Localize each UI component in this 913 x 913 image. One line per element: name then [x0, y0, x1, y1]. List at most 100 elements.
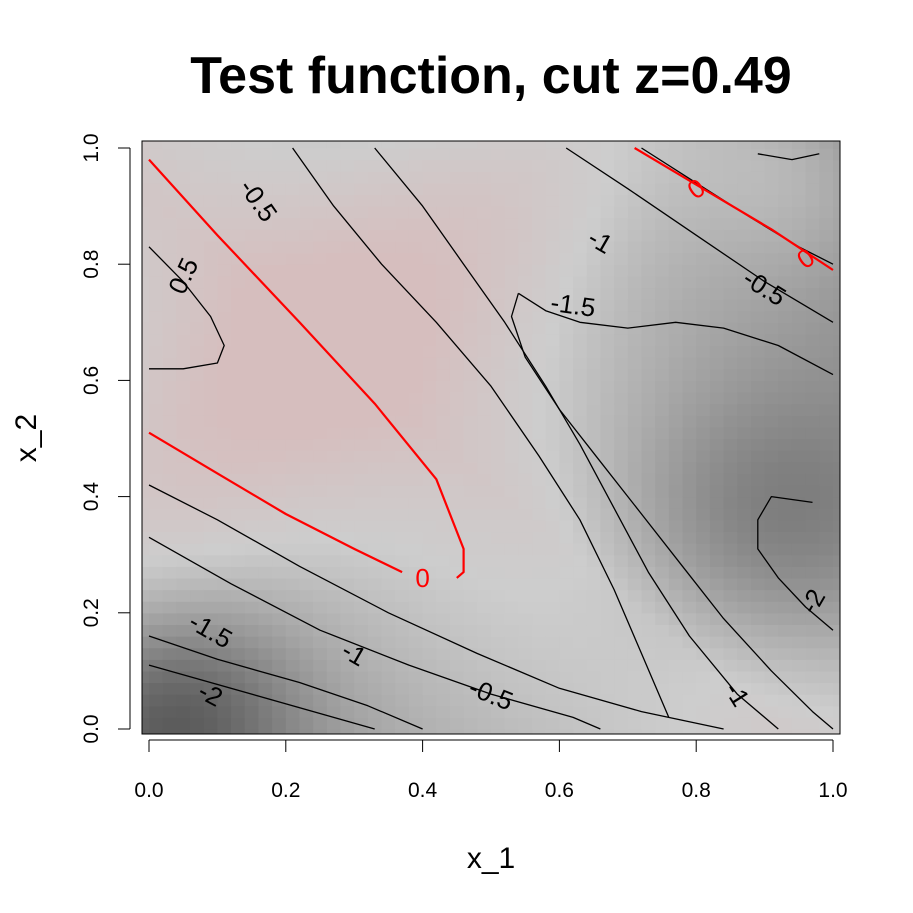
heatmap-cell	[367, 345, 383, 358]
heatmap-cell	[791, 612, 807, 626]
heatmap-cell	[573, 287, 588, 300]
heatmap-cell	[340, 461, 355, 474]
heatmap-cell	[449, 694, 465, 707]
heatmap-cell	[791, 647, 807, 660]
heatmap-cell	[504, 484, 519, 498]
heatmap-cell	[791, 252, 807, 265]
heatmap-cell	[422, 705, 437, 718]
heatmap-cell	[682, 159, 697, 172]
heatmap-cell	[504, 171, 519, 184]
heatmap-cell	[395, 670, 410, 684]
heatmap-cell	[778, 612, 793, 626]
heatmap-cell	[723, 229, 738, 242]
heatmap-cell	[764, 392, 779, 405]
heatmap-cell	[313, 171, 328, 184]
contour-line-1	[757, 495, 834, 631]
heatmap-cell	[367, 473, 383, 486]
heatmap-cell	[176, 217, 191, 230]
heatmap-cell	[285, 577, 301, 591]
heatmap-cell	[354, 519, 369, 533]
heatmap-cell	[586, 275, 602, 289]
heatmap-cell	[422, 717, 437, 730]
heatmap-cell	[190, 392, 205, 405]
heatmap-cell	[203, 694, 218, 707]
heatmap-cell	[696, 206, 711, 219]
heatmap-cell	[340, 194, 355, 207]
heatmap-cell	[354, 275, 369, 289]
heatmap-cell	[449, 624, 465, 637]
heatmap-cell	[518, 275, 533, 289]
heatmap-cell	[326, 543, 342, 556]
heatmap-cell	[142, 554, 150, 567]
heatmap-cell	[463, 543, 478, 556]
heatmap-cell	[162, 531, 177, 544]
heatmap-cell	[149, 612, 164, 626]
heatmap-cell	[491, 508, 506, 521]
heatmap-cell	[545, 368, 560, 381]
heatmap-cell	[627, 450, 643, 463]
heatmap-cell	[176, 322, 191, 335]
heatmap-cell	[805, 554, 820, 567]
heatmap-cell	[627, 264, 643, 277]
heatmap-cell	[791, 705, 807, 718]
heatmap-cell	[573, 171, 588, 184]
heatmap-cell	[655, 438, 670, 451]
contour-line-2	[148, 536, 601, 730]
heatmap-cell	[559, 473, 574, 486]
heatmap-cell	[149, 275, 164, 289]
heatmap-cell	[545, 275, 560, 289]
heatmap-cell	[313, 577, 328, 591]
heatmap-cell	[709, 554, 725, 567]
heatmap-cell	[299, 206, 314, 219]
heatmap-cell	[381, 182, 396, 196]
heatmap-cell	[244, 705, 260, 718]
heatmap-cell	[449, 357, 465, 370]
heatmap-cell	[778, 461, 793, 474]
heatmap-cell	[149, 194, 164, 207]
heatmap-cell	[381, 577, 396, 591]
heatmap-cell	[723, 531, 738, 544]
heatmap-cell	[285, 229, 301, 242]
heatmap-cell	[805, 403, 820, 416]
heatmap-cell	[436, 415, 451, 428]
heatmap-cell	[532, 403, 547, 416]
heatmap-cell	[518, 217, 533, 230]
heatmap-cell	[340, 264, 355, 277]
heatmap-cell	[354, 194, 369, 207]
heatmap-cell	[285, 484, 301, 498]
heatmap-cell	[600, 659, 615, 672]
heatmap-cell	[272, 141, 287, 149]
heatmap-cell	[573, 415, 588, 428]
heatmap-cell	[805, 426, 820, 440]
heatmap-cell	[258, 206, 273, 219]
heatmap-cell	[518, 415, 533, 428]
heatmap-cell	[655, 299, 670, 312]
heatmap-cell	[217, 496, 232, 509]
heatmap-cell	[449, 473, 465, 486]
heatmap-cell	[449, 403, 465, 416]
heatmap-cell	[737, 415, 752, 428]
heatmap-cell	[203, 450, 218, 463]
heatmap-cell	[655, 229, 670, 242]
heatmap-cell	[217, 275, 232, 289]
heatmap-cell	[504, 496, 519, 509]
heatmap-cell	[559, 717, 574, 730]
heatmap-cell	[149, 508, 164, 521]
heatmap-cell	[573, 647, 588, 660]
heatmap-cell	[381, 484, 396, 498]
heatmap-cell	[655, 566, 670, 579]
heatmap-cell	[217, 531, 232, 544]
heatmap-cell	[244, 171, 260, 184]
heatmap-cell	[463, 484, 478, 498]
heatmap-cell	[627, 392, 643, 405]
heatmap-cell	[272, 206, 287, 219]
heatmap-cell	[244, 694, 260, 707]
heatmap-cell	[641, 240, 656, 254]
heatmap-cell	[190, 473, 205, 486]
heatmap-cell	[737, 508, 752, 521]
heatmap-cell	[190, 403, 205, 416]
heatmap-cell	[326, 333, 342, 347]
heatmap-cell	[709, 705, 725, 718]
heatmap-cell	[176, 577, 191, 591]
heatmap-cell	[149, 450, 164, 463]
